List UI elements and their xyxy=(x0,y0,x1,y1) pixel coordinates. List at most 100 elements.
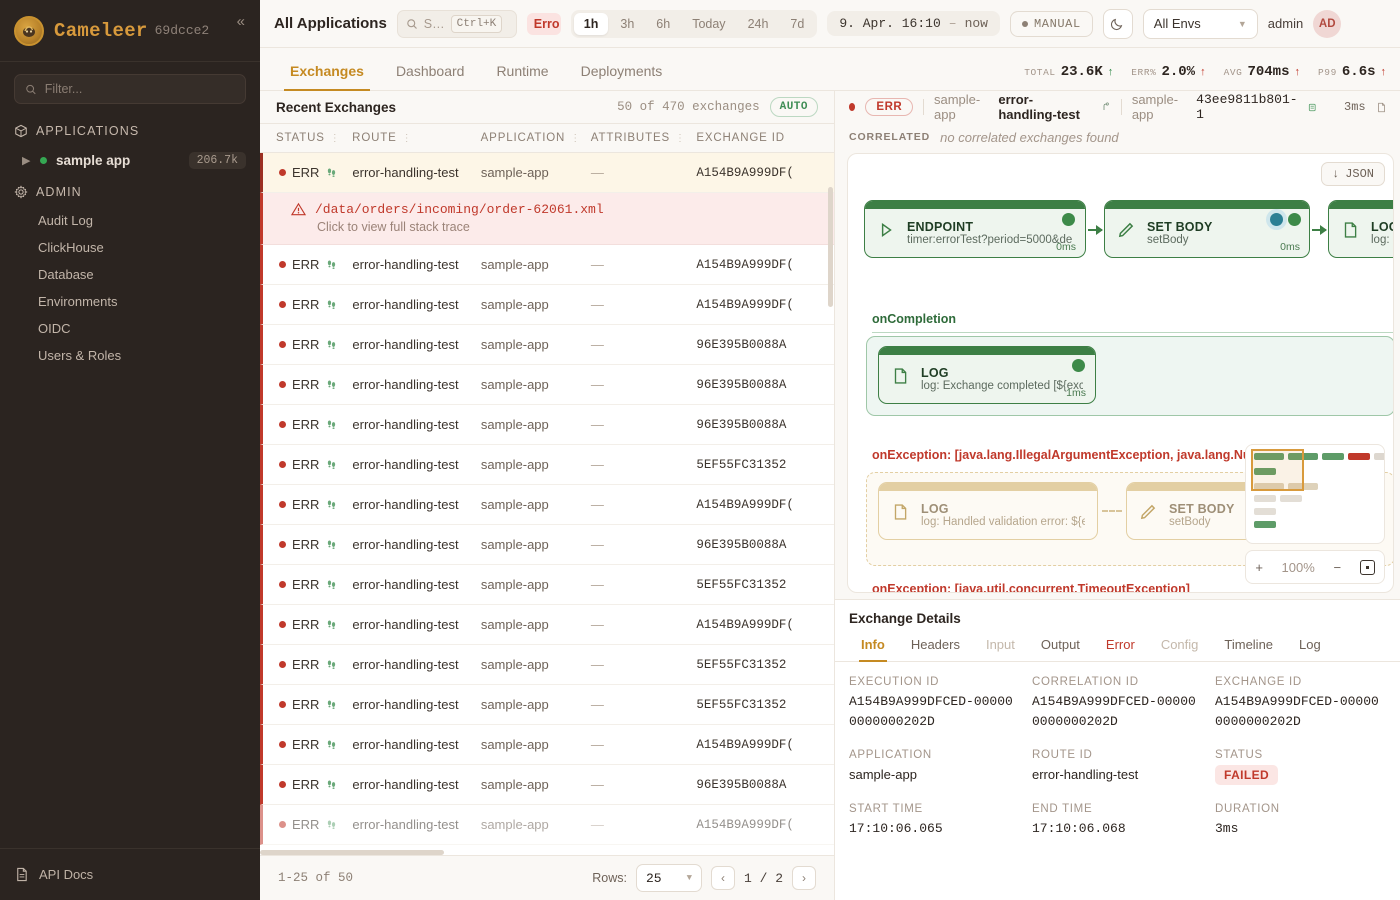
node-title: LOG xyxy=(1371,220,1393,234)
sidebar-collapse-icon[interactable]: « xyxy=(236,13,245,30)
footprints-icon xyxy=(328,380,336,389)
column-header-application[interactable]: APPLICATION ⋮ xyxy=(481,132,591,144)
sort-grip-icon[interactable]: ⋮ xyxy=(570,132,582,144)
route-flow-canvas[interactable]: ↓ JSON ENDPOINT timer:errorTest?period=5… xyxy=(847,153,1394,593)
tab-deployments[interactable]: Deployments xyxy=(580,63,663,79)
flow-node-log[interactable]: LOG log: Sta xyxy=(1328,200,1393,258)
range-1h[interactable]: 1h xyxy=(573,12,609,35)
row-route: error-handling-test xyxy=(352,817,459,832)
node-subtitle: log: Exchange completed [${exchan xyxy=(921,380,1083,392)
table-horizontal-scrollbar[interactable] xyxy=(260,850,444,855)
environment-select[interactable]: All Envs ▼ xyxy=(1142,8,1258,39)
tab-output[interactable]: Output xyxy=(1040,637,1080,652)
table-row[interactable]: ERR error-handling-test sample-app — 96E… xyxy=(260,405,834,445)
row-application: sample-app xyxy=(480,737,549,752)
row-application: sample-app xyxy=(480,657,549,672)
range-24h[interactable]: 24h xyxy=(747,16,769,31)
document-icon[interactable] xyxy=(1376,101,1386,114)
column-header-status[interactable]: STATUS ⋮ xyxy=(276,132,352,144)
flow-node-endpoint[interactable]: ENDPOINT timer:errorTest?period=5000&del… xyxy=(864,200,1086,258)
tab-runtime[interactable]: Runtime xyxy=(496,63,549,79)
zoom-out-button[interactable]: − xyxy=(1333,559,1342,575)
range-6h[interactable]: 6h xyxy=(656,16,671,31)
table-row[interactable]: ERR error-handling-test sample-app — A15… xyxy=(260,285,834,325)
document-icon xyxy=(17,867,27,882)
sidebar-item-clickhouse[interactable]: ClickHouse xyxy=(38,240,104,255)
row-error-detail[interactable]: /data/orders/incoming/order-62061.xml Cl… xyxy=(260,193,834,245)
tab-input[interactable]: Input xyxy=(985,637,1015,652)
fit-view-icon[interactable] xyxy=(1359,559,1375,575)
column-label-exchange-id: EXCHANGE ID xyxy=(696,132,785,144)
time-range-display[interactable]: 9. Apr. 16:10 – now xyxy=(827,11,1000,36)
flow-node-set-body[interactable]: SET BODY setBody 0ms xyxy=(1104,200,1310,258)
download-json-button[interactable]: ↓ JSON xyxy=(1320,162,1385,186)
row-attributes: — xyxy=(590,497,604,512)
chevron-right-icon[interactable]: ▶ xyxy=(22,155,31,167)
sidebar-item-sample-app[interactable]: ▶ sample app 206.7k xyxy=(0,146,260,175)
sidebar-item-database[interactable]: Database xyxy=(38,267,94,282)
sort-grip-icon[interactable]: ⋮ xyxy=(329,132,341,144)
column-header-exchange-id[interactable]: EXCHANGE ID xyxy=(696,132,834,144)
minimap-viewport[interactable] xyxy=(1251,449,1304,491)
exchange-details-panel: Exchange Details Info Headers Input Outp… xyxy=(835,599,1400,900)
flow-node-exception-log[interactable]: LOG log: Handled validation error: ${exc… xyxy=(878,482,1098,540)
sidebar-item-api-docs[interactable]: API Docs xyxy=(0,848,260,900)
zoom-in-button[interactable]: + xyxy=(1255,559,1263,575)
avatar[interactable]: AD xyxy=(1313,9,1342,38)
node-status-dot xyxy=(1062,213,1075,226)
tab-headers[interactable]: Headers xyxy=(910,637,960,652)
table-row[interactable]: ERR error-handling-test sample-app — A15… xyxy=(260,725,834,765)
flow-minimap[interactable] xyxy=(1245,444,1385,544)
table-row[interactable]: ERR error-handling-test sample-app — 96E… xyxy=(260,365,834,405)
sidebar-app-count: 206.7k xyxy=(188,152,246,169)
table-row[interactable]: ERR error-handling-test sample-app — 5EF… xyxy=(260,685,834,725)
table-row[interactable]: ERR error-handling-test sample-app — 5EF… xyxy=(260,445,834,485)
tab-config[interactable]: Config xyxy=(1160,637,1199,652)
sidebar-item-oidc[interactable]: OIDC xyxy=(38,321,71,336)
table-row[interactable]: ERR error-handling-test sample-app — A15… xyxy=(260,805,834,845)
table-row[interactable]: ERR error-handling-test sample-app — 96E… xyxy=(260,325,834,365)
sidebar-item-users-roles[interactable]: Users & Roles xyxy=(38,348,122,363)
table-row[interactable]: ERR error-handling-test sample-app — 5EF… xyxy=(260,565,834,605)
tab-exchanges[interactable]: Exchanges xyxy=(274,63,380,91)
table-row[interactable]: ERR error-handling-test sample-app — A15… xyxy=(260,245,834,285)
tab-info[interactable]: Info xyxy=(849,633,897,662)
flow-node-oncompletion-log[interactable]: LOG log: Exchange completed [${exchan 1m… xyxy=(878,346,1096,404)
table-row[interactable]: ERR error-handling-test sample-app — 96E… xyxy=(260,525,834,565)
sidebar-item-environments[interactable]: Environments xyxy=(38,294,118,309)
table-row[interactable]: ERR error-handling-test sample-app — A15… xyxy=(260,605,834,645)
rows-per-page-select[interactable]: 25 ▼ xyxy=(635,864,702,892)
next-page-button[interactable]: › xyxy=(792,866,816,890)
sidebar-filter-input[interactable] xyxy=(44,82,235,96)
table-row[interactable]: ERR error-handling-test sample-app — 5EF… xyxy=(260,645,834,685)
table-row[interactable]: ERR error-handling-test sample-app — A15… xyxy=(260,153,834,193)
metric-errpct-value: 2.0% xyxy=(1161,64,1196,80)
sidebar-filter-box[interactable] xyxy=(14,74,246,104)
sidebar-item-audit-log[interactable]: Audit Log xyxy=(38,213,93,228)
tab-timeline[interactable]: Timeline xyxy=(1224,637,1274,652)
refresh-mode-chip[interactable]: MANUAL xyxy=(1009,10,1093,37)
tab-dashboard[interactable]: Dashboard xyxy=(395,63,465,79)
footprints-icon xyxy=(328,740,336,749)
range-7d[interactable]: 7d xyxy=(790,16,805,31)
status-dot-icon xyxy=(279,169,286,176)
status-dot-icon xyxy=(279,581,286,588)
column-header-attributes[interactable]: ATTRIBUTES ⋮ xyxy=(591,132,697,144)
error-filter-chip[interactable]: Erro xyxy=(526,12,561,35)
tab-log[interactable]: Log xyxy=(1299,637,1321,652)
sort-grip-icon[interactable]: ⋮ xyxy=(675,132,686,144)
tab-error[interactable]: Error xyxy=(1105,637,1135,652)
row-route: error-handling-test xyxy=(352,697,459,712)
prev-page-button[interactable]: ‹ xyxy=(710,866,735,890)
table-row[interactable]: ERR error-handling-test sample-app — 96E… xyxy=(260,765,834,805)
range-3h[interactable]: 3h xyxy=(620,16,635,31)
sort-grip-icon[interactable]: ⋮ xyxy=(401,132,413,144)
range-today[interactable]: Today xyxy=(692,16,726,31)
global-search[interactable]: S… Ctrl+K xyxy=(396,9,517,38)
auto-refresh-chip[interactable]: AUTO xyxy=(769,97,818,117)
copy-icon[interactable] xyxy=(1308,101,1318,114)
table-row[interactable]: ERR error-handling-test sample-app — A15… xyxy=(260,485,834,525)
column-header-route[interactable]: ROUTE ⋮ xyxy=(352,132,480,144)
theme-toggle-button[interactable] xyxy=(1102,8,1133,39)
table-vertical-scrollbar[interactable] xyxy=(828,187,833,307)
